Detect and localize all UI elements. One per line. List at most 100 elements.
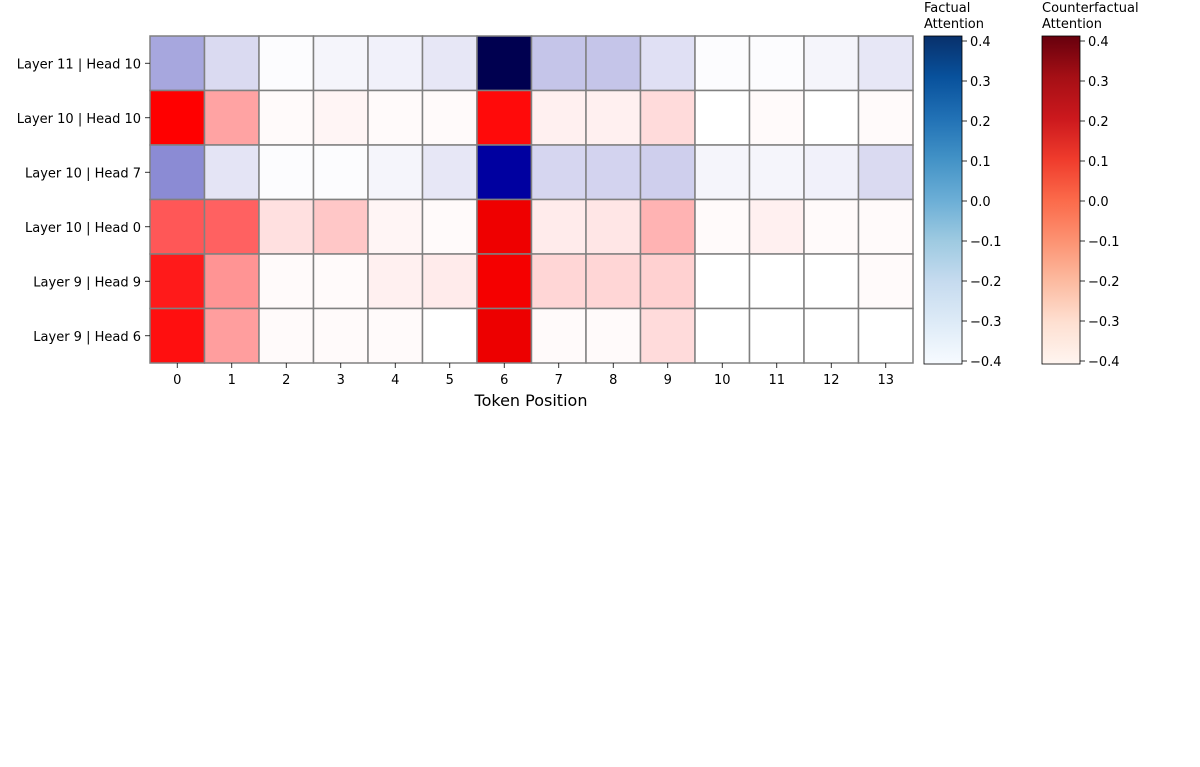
heatmap-cell — [203, 307, 260, 364]
x-tick-label: 7 — [555, 373, 563, 388]
heatmap-cell — [258, 198, 315, 255]
colorbar-tick-label: −0.1 — [1088, 235, 1120, 250]
heatmap-cell — [149, 35, 206, 92]
x-tick-label: 2 — [282, 373, 290, 388]
heatmap-cell — [530, 89, 587, 146]
heatmap-cell — [857, 198, 914, 255]
heatmap-cell — [421, 144, 478, 201]
heatmap-cell — [748, 253, 805, 310]
heatmap-cell — [748, 144, 805, 201]
heatmap-cell — [639, 35, 696, 92]
heatmap-cell — [694, 253, 751, 310]
heatmap-cell — [585, 253, 642, 310]
heatmap-cell — [312, 144, 369, 201]
heatmap-cell — [149, 144, 206, 201]
heatmap-cell — [421, 35, 478, 92]
colorbar-tick-label: 0.1 — [1088, 155, 1109, 170]
heatmap-cell — [203, 89, 260, 146]
heatmap-cell — [748, 198, 805, 255]
colorbar-tick-label: −0.3 — [970, 315, 1002, 330]
x-tick-label: 6 — [500, 373, 508, 388]
heatmap-cell — [367, 198, 424, 255]
heatmap-cell — [203, 35, 260, 92]
x-tick-label: 10 — [714, 373, 731, 388]
heatmap-cell — [367, 89, 424, 146]
counterfactual-colorbar-title-line2: Attention — [1042, 17, 1102, 32]
colorbar-tick-label: 0.0 — [970, 195, 991, 210]
colorbar-tick-label: 0.4 — [1088, 35, 1109, 50]
heatmap-cell — [585, 144, 642, 201]
heatmap-cell — [476, 89, 533, 146]
heatmap-cell — [748, 35, 805, 92]
heatmap-cell — [312, 307, 369, 364]
heatmap-cell — [803, 253, 860, 310]
factual-colorbar-gradient — [923, 35, 963, 365]
x-axis-ticks: 0 1 2 3 4 5 6 7 8 9 10 11 12 13 — [173, 363, 894, 388]
heatmap-cell — [476, 253, 533, 310]
heatmap-cell — [258, 307, 315, 364]
heatmap-cell — [748, 89, 805, 146]
x-tick-label: 12 — [823, 373, 840, 388]
heatmap-cell — [476, 35, 533, 92]
heatmap-cell — [694, 35, 751, 92]
y-tick-label: Layer 10 | Head 0 — [25, 221, 141, 236]
heatmap-cell — [585, 307, 642, 364]
heatmap-cell — [530, 144, 587, 201]
x-axis-label: Token Position — [474, 391, 588, 410]
heatmap-cell — [203, 144, 260, 201]
colorbar-tick-label: −0.2 — [1088, 275, 1120, 290]
heatmap-cell — [639, 307, 696, 364]
heatmap-cell — [258, 253, 315, 310]
heatmap-cell — [367, 35, 424, 92]
colorbar-tick-label: 0.2 — [1088, 115, 1109, 130]
heatmap-cell — [585, 89, 642, 146]
heatmap-cell — [312, 198, 369, 255]
heatmap-cell — [476, 198, 533, 255]
heatmap-cell — [476, 144, 533, 201]
x-tick-label: 11 — [768, 373, 785, 388]
heatmap-cell — [585, 198, 642, 255]
heatmap-cell — [694, 89, 751, 146]
heatmap-cell — [639, 89, 696, 146]
heatmap-cell — [149, 198, 206, 255]
heatmap-cell — [857, 144, 914, 201]
heatmap-cell — [585, 35, 642, 92]
factual-colorbar-title-line1: Factual — [924, 1, 970, 16]
heatmap-cell — [258, 144, 315, 201]
heatmap-cell — [530, 198, 587, 255]
x-tick-label: 0 — [173, 373, 181, 388]
heatmap-cell — [312, 89, 369, 146]
heatmap-cell — [367, 144, 424, 201]
x-tick-label: 9 — [664, 373, 672, 388]
heatmap-cells — [149, 35, 914, 364]
y-tick-label: Layer 11 | Head 10 — [17, 57, 141, 72]
heatmap-cell — [803, 35, 860, 92]
heatmap-cell — [421, 198, 478, 255]
heatmap-cell — [694, 307, 751, 364]
heatmap-cell — [312, 35, 369, 92]
colorbar-tick-label: 0.3 — [1088, 75, 1109, 90]
x-tick-label: 5 — [446, 373, 454, 388]
heatmap-cell — [367, 253, 424, 310]
heatmap-cell — [476, 307, 533, 364]
colorbar-tick-label: 0.1 — [970, 155, 991, 170]
heatmap-cell — [639, 198, 696, 255]
heatmap-cell — [803, 307, 860, 364]
heatmap-cell — [421, 253, 478, 310]
heatmap-cell — [312, 253, 369, 310]
heatmap-cell — [639, 253, 696, 310]
colorbar-tick-label: −0.3 — [1088, 315, 1120, 330]
heatmap-cell — [803, 144, 860, 201]
heatmap-cell — [203, 198, 260, 255]
x-tick-label: 8 — [609, 373, 617, 388]
heatmap-cell — [149, 253, 206, 310]
x-tick-label: 1 — [228, 373, 236, 388]
heatmap-cell — [748, 307, 805, 364]
heatmap-cell — [367, 307, 424, 364]
counterfactual-colorbar-ticks: 0.4 0.3 0.2 0.1 0.0 −0.1 −0.2 −0.3 −0.4 — [1080, 35, 1120, 370]
heatmap-cell — [421, 89, 478, 146]
counterfactual-colorbar: Counterfactual Attention 0.4 0.3 0.2 0.1 0.0… — [1041, 1, 1139, 370]
x-tick-label: 4 — [391, 373, 399, 388]
heatmap-cell — [803, 198, 860, 255]
